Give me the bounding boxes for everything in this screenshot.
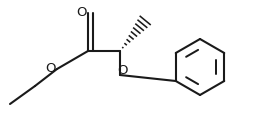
Text: O: O bbox=[76, 6, 86, 19]
Text: O: O bbox=[45, 62, 55, 75]
Text: O: O bbox=[117, 63, 127, 76]
